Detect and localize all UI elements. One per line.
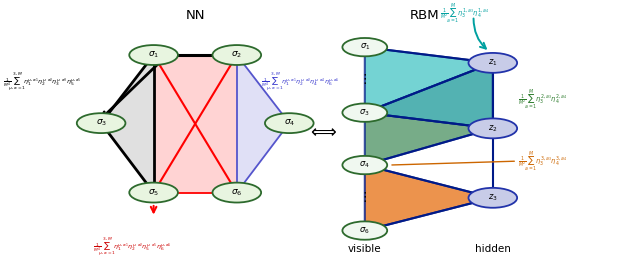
Text: $\sigma_1$: $\sigma_1$ (360, 42, 370, 52)
Polygon shape (365, 113, 493, 165)
Polygon shape (154, 55, 237, 193)
Circle shape (342, 103, 387, 122)
Circle shape (129, 183, 178, 203)
Text: $\sigma_3$: $\sigma_3$ (95, 118, 107, 128)
Text: visible: visible (348, 244, 381, 254)
Circle shape (468, 188, 517, 208)
Polygon shape (365, 63, 493, 128)
Text: $\sigma_4$: $\sigma_4$ (284, 118, 295, 128)
Text: $\sigma_2$: $\sigma_2$ (231, 50, 243, 60)
Text: hidden: hidden (475, 244, 511, 254)
Polygon shape (237, 55, 289, 193)
Text: $\frac{1}{M^2}\!\sum_{a=1}^{M}\eta_3^{1,a_3}\eta_4^{1,a_4}$: $\frac{1}{M^2}\!\sum_{a=1}^{M}\eta_3^{1,… (440, 1, 490, 25)
Text: $\frac{1}{M^4}\!\sum_{\mu,a=1}^{3,M}\!\eta_1^{\mu,a_1}\eta_2^{\mu,a_2}\eta_5^{\m: $\frac{1}{M^4}\!\sum_{\mu,a=1}^{3,M}\!\e… (93, 236, 172, 259)
Polygon shape (365, 47, 493, 113)
Polygon shape (365, 165, 493, 231)
Text: $\Longleftrightarrow$: $\Longleftrightarrow$ (307, 122, 338, 140)
Polygon shape (154, 55, 237, 193)
Text: $\sigma_3$: $\sigma_3$ (360, 107, 370, 118)
Circle shape (129, 45, 178, 65)
Text: $\sigma_5$: $\sigma_5$ (148, 187, 159, 198)
Text: $z_1$: $z_1$ (488, 58, 497, 68)
Text: $\sigma_4$: $\sigma_4$ (360, 160, 370, 170)
Text: $\frac{1}{M^4}\!\sum_{\mu,a=1}^{3,M}\!\eta_1^{\mu,a_1}\eta_2^{\mu,a_2}\eta_3^{\m: $\frac{1}{M^4}\!\sum_{\mu,a=1}^{3,M}\!\e… (3, 71, 82, 94)
Text: ⋮: ⋮ (358, 191, 371, 204)
Text: $\sigma_6$: $\sigma_6$ (360, 225, 370, 236)
Text: $z_2$: $z_2$ (488, 123, 497, 134)
Circle shape (77, 113, 125, 133)
Circle shape (212, 45, 261, 65)
Text: $\frac{1}{M^2}\!\sum_{a=1}^{M}\eta_3^{2,a_3}\eta_4^{2,a_4}$: $\frac{1}{M^2}\!\sum_{a=1}^{M}\eta_3^{2,… (518, 88, 568, 111)
Circle shape (468, 53, 517, 73)
Polygon shape (101, 55, 154, 193)
Circle shape (342, 156, 387, 174)
Circle shape (342, 38, 387, 56)
Text: $\frac{1}{M^2}\!\sum_{a=1}^{M}\eta_3^{3,a_3}\eta_4^{3,a_4}$: $\frac{1}{M^2}\!\sum_{a=1}^{M}\eta_3^{3,… (518, 149, 568, 173)
Text: $\sigma_1$: $\sigma_1$ (148, 50, 159, 60)
Circle shape (212, 183, 261, 203)
Text: $\sigma_6$: $\sigma_6$ (231, 187, 243, 198)
Circle shape (265, 113, 314, 133)
Text: $\frac{1}{M^4}\!\sum_{\mu,a=1}^{3,M}\!\eta_1^{\mu,a_1}\eta_2^{\mu,a_2}\eta_4^{\m: $\frac{1}{M^4}\!\sum_{\mu,a=1}^{3,M}\!\e… (261, 71, 340, 94)
Circle shape (342, 221, 387, 240)
Circle shape (468, 118, 517, 138)
Text: ⋮: ⋮ (358, 73, 371, 86)
Text: NN: NN (186, 9, 205, 22)
Text: RBM: RBM (410, 9, 439, 22)
Text: $z_3$: $z_3$ (488, 193, 498, 203)
